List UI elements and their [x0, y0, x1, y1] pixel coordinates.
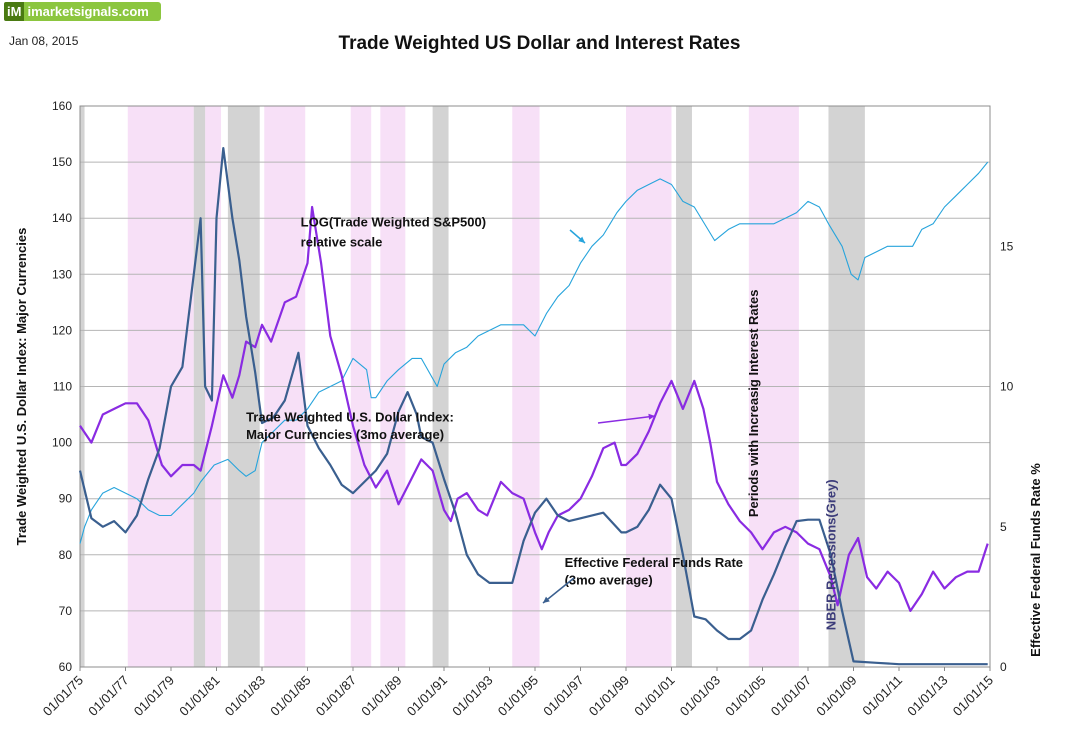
chart-date: Jan 08, 2015 [9, 34, 79, 48]
x-tick-label: 01/01/75 [40, 673, 86, 719]
annotation-label: Periods with Increasig Interest Rates [746, 290, 761, 518]
annotation-label: Major Currencies (3mo average) [246, 427, 444, 442]
y-tick-label: 70 [59, 604, 73, 618]
y-tick-label: 160 [52, 99, 72, 113]
series-line-3 [78, 147, 988, 666]
x-tick-label: 01/01/07 [768, 673, 814, 719]
x-tick-label: 01/01/93 [449, 673, 495, 719]
annotation-label: (3mo average) [565, 573, 653, 588]
chart-title: Trade Weighted US Dollar and Interest Ra… [338, 33, 741, 54]
y-tick-label: 100 [52, 436, 72, 450]
x-tick-label: 01/01/87 [313, 673, 359, 719]
x-tick-label: 01/01/81 [176, 673, 222, 719]
annotation-label: Trade Weighted U.S. Dollar Index: [246, 409, 454, 424]
brand-mark: iM [4, 2, 25, 21]
x-tick-label: 01/01/01 [631, 673, 677, 719]
x-tick-label: 01/01/97 [540, 673, 586, 719]
y-tick-label: 90 [59, 492, 73, 506]
fedfunds-arrow-head [543, 596, 550, 603]
brand-logo[interactable]: iM imarketsignals.com [4, 2, 161, 21]
x-tick-label: 01/01/77 [85, 673, 131, 719]
series-line-1 [79, 161, 989, 544]
fedfunds-arrow [542, 577, 575, 604]
plot-frame [79, 105, 991, 668]
x-tick-label: 01/01/03 [677, 673, 723, 719]
y-tick-label: 130 [52, 267, 72, 281]
x-tick-label: 01/01/83 [222, 673, 268, 719]
y2-tick-label: 10 [1000, 380, 1014, 394]
x-tick-label: 01/01/11 [859, 673, 905, 719]
x-tick-label: 01/01/85 [267, 673, 313, 719]
annotation-label: NBER Recessions(Grey) [823, 479, 838, 630]
annotation-label: Effective Federal Funds Rate [565, 555, 743, 570]
y-tick-label: 120 [52, 323, 72, 337]
x-tick-label: 01/01/13 [904, 673, 950, 719]
x-tick-label: 01/01/09 [813, 673, 859, 719]
annotation-label: LOG(Trade Weighted S&P500) [301, 215, 486, 230]
dollar-arrow-head [648, 413, 655, 420]
series-line-2 [79, 205, 989, 612]
x-tick-label: 01/01/89 [358, 673, 404, 719]
x-tick-label: 01/01/05 [722, 673, 768, 719]
y-tick-label: 80 [59, 548, 73, 562]
x-tick-label: 01/01/95 [495, 673, 541, 719]
x-tick-label: 01/01/15 [950, 673, 996, 719]
x-tick-label: 01/01/79 [131, 673, 177, 719]
x-tick-label: 01/01/99 [586, 673, 632, 719]
annotation-label: relative scale [301, 234, 383, 249]
y2-tick-label: 0 [1000, 660, 1007, 674]
y2-tick-label: 15 [1000, 239, 1014, 253]
x-tick-label: 01/01/91 [404, 673, 450, 719]
sp500-arrow-head [578, 236, 585, 243]
dollar-arrow [597, 415, 656, 424]
y2-tick-label: 5 [1000, 520, 1007, 534]
brand-name: imarketsignals.com [27, 4, 149, 19]
y-tick-label: 60 [59, 660, 73, 674]
y-tick-label: 150 [52, 155, 72, 169]
y-tick-label: 140 [52, 211, 72, 225]
y-axis-title: Trade Weighted U.S. Dollar Index: Major … [14, 228, 29, 546]
y-tick-label: 110 [53, 380, 72, 394]
y2-axis-title: Effective Federal Funds Rate % [1028, 463, 1043, 657]
